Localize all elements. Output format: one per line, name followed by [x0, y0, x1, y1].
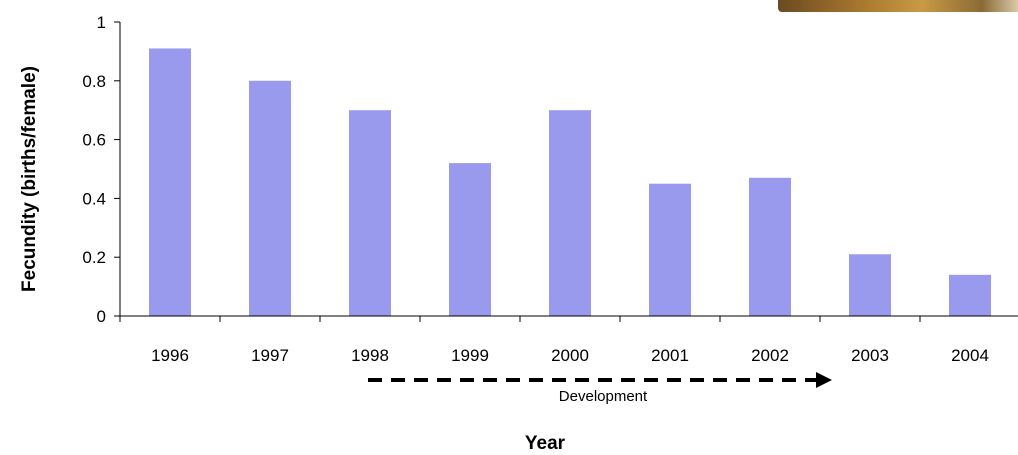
y-axis-ticks: 0 0.2 0.4 0.6 0.8 1: [82, 13, 120, 326]
y-tick-label: 0.4: [82, 189, 106, 208]
development-annotation: Development: [368, 372, 832, 405]
x-axis-title: Year: [525, 433, 566, 454]
bar-1998: [349, 110, 391, 316]
photo-corner: [778, 0, 1018, 12]
x-tick-label: 2002: [751, 346, 789, 365]
y-axis-title: Fecundity (births/female): [19, 66, 40, 292]
bar-2000: [549, 110, 591, 316]
bar-1996: [149, 48, 191, 317]
x-tick-label: 2004: [951, 346, 989, 365]
y-tick-label: 0.6: [82, 131, 106, 150]
y-tick-label: 0: [97, 307, 106, 326]
x-tick-label: 1996: [151, 346, 189, 365]
bar-2004: [949, 274, 991, 316]
bars: [149, 48, 991, 317]
y-tick-label: 0.2: [82, 248, 106, 267]
bar-1999: [449, 163, 491, 316]
y-tick-label: 1: [97, 13, 106, 32]
x-tick-label: 2001: [651, 346, 689, 365]
bar-2001: [649, 183, 691, 316]
x-tick-label: 2000: [551, 346, 589, 365]
development-arrow-head: [816, 372, 832, 388]
x-tick-label: 1998: [351, 346, 389, 365]
development-label: Development: [559, 388, 648, 405]
x-axis-ticks: 1996 1997 1998 1999 2000 2001 2002 2003 2004: [119, 316, 989, 365]
bar-2002: [749, 177, 791, 316]
x-tick-label: 1997: [251, 346, 289, 365]
bar-1997: [249, 80, 291, 316]
bar-2003: [849, 254, 891, 316]
x-tick-label: 2003: [851, 346, 889, 365]
y-tick-label: 0.8: [82, 72, 106, 91]
x-tick-label: 1999: [451, 346, 489, 365]
